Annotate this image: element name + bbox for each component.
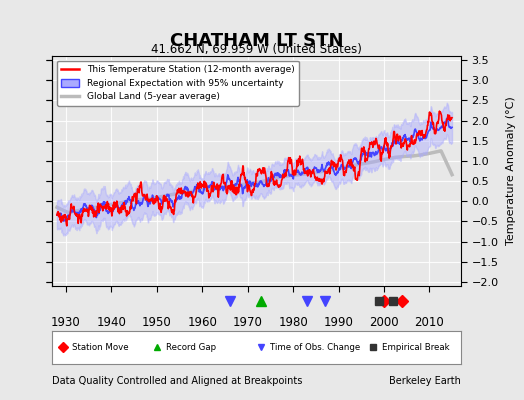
Text: 1980: 1980 — [278, 316, 308, 330]
Text: 1940: 1940 — [96, 316, 126, 330]
Text: 1950: 1950 — [142, 316, 172, 330]
Text: Station Move: Station Move — [72, 343, 128, 352]
Text: 1970: 1970 — [233, 316, 263, 330]
Y-axis label: Temperature Anomaly (°C): Temperature Anomaly (°C) — [506, 97, 516, 245]
Text: 2010: 2010 — [414, 316, 444, 330]
Text: 41.662 N, 69.959 W (United States): 41.662 N, 69.959 W (United States) — [151, 43, 362, 56]
Text: Data Quality Controlled and Aligned at Breakpoints: Data Quality Controlled and Aligned at B… — [52, 376, 303, 386]
Legend: This Temperature Station (12-month average), Regional Expectation with 95% uncer: This Temperature Station (12-month avera… — [57, 60, 299, 106]
Text: Time of Obs. Change: Time of Obs. Change — [270, 343, 360, 352]
Text: 1930: 1930 — [51, 316, 81, 330]
Text: CHATHAM LT STN: CHATHAM LT STN — [170, 32, 344, 50]
Text: 1960: 1960 — [187, 316, 217, 330]
Text: 1990: 1990 — [323, 316, 354, 330]
Text: Berkeley Earth: Berkeley Earth — [389, 376, 461, 386]
Text: Empirical Break: Empirical Break — [382, 343, 450, 352]
Text: 2000: 2000 — [369, 316, 399, 330]
Text: Record Gap: Record Gap — [166, 343, 216, 352]
